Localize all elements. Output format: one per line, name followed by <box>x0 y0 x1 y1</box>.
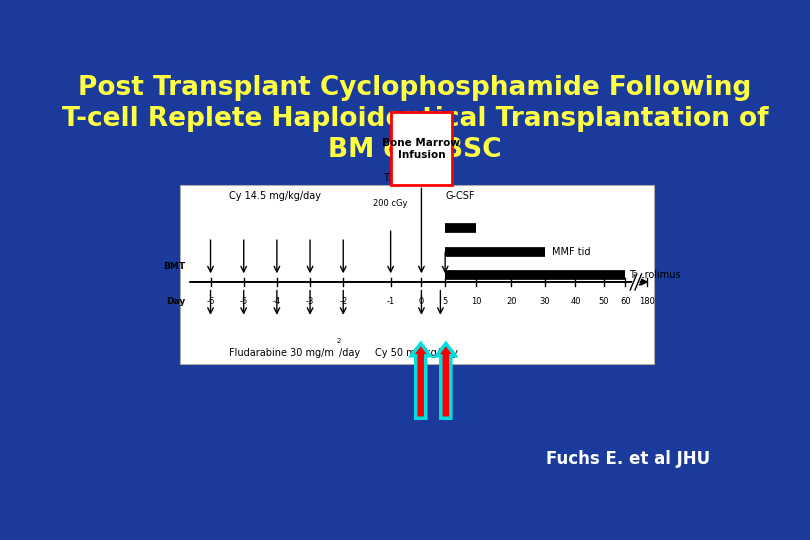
Text: Cy 14.5 mg/kg/day: Cy 14.5 mg/kg/day <box>228 191 321 201</box>
Text: 0: 0 <box>419 297 424 306</box>
Text: 40: 40 <box>570 297 581 306</box>
Text: 60: 60 <box>620 297 630 306</box>
Text: MMF tid: MMF tid <box>552 247 590 256</box>
Text: 200 cGy: 200 cGy <box>373 199 408 208</box>
Text: Tacrolimus: Tacrolimus <box>629 270 680 280</box>
Text: 5: 5 <box>442 297 448 306</box>
Text: Fuchs E. et al JHU: Fuchs E. et al JHU <box>546 450 710 468</box>
Text: 180: 180 <box>638 297 654 306</box>
Text: -4: -4 <box>273 297 281 306</box>
Text: 20: 20 <box>506 297 517 306</box>
Text: 2: 2 <box>336 338 340 344</box>
Text: TBI: TBI <box>383 173 399 183</box>
Text: BMT: BMT <box>164 262 185 271</box>
Text: /day: /day <box>339 348 360 359</box>
Text: -1: -1 <box>386 297 394 306</box>
Text: 50: 50 <box>599 297 609 306</box>
Text: Fludarabine 30 mg/m: Fludarabine 30 mg/m <box>229 348 335 359</box>
Text: Day: Day <box>166 297 185 306</box>
FancyArrow shape <box>437 343 455 418</box>
Text: -2: -2 <box>339 297 347 306</box>
Text: Post Transplant Cyclophosphamide Following
T-cell Replete Haploidentical Transpl: Post Transplant Cyclophosphamide Followi… <box>62 75 769 163</box>
Text: 10: 10 <box>471 297 481 306</box>
FancyArrow shape <box>411 343 430 418</box>
Text: 30: 30 <box>539 297 550 306</box>
FancyBboxPatch shape <box>390 112 452 185</box>
Text: Bone Marrow
Infusion: Bone Marrow Infusion <box>382 138 460 160</box>
Text: Cy 50 mg/kg/day: Cy 50 mg/kg/day <box>375 348 458 359</box>
Text: -5: -5 <box>240 297 248 306</box>
Text: -3: -3 <box>306 297 314 306</box>
Text: G-CSF: G-CSF <box>446 191 475 201</box>
FancyBboxPatch shape <box>180 185 654 364</box>
Text: -6: -6 <box>207 297 215 306</box>
